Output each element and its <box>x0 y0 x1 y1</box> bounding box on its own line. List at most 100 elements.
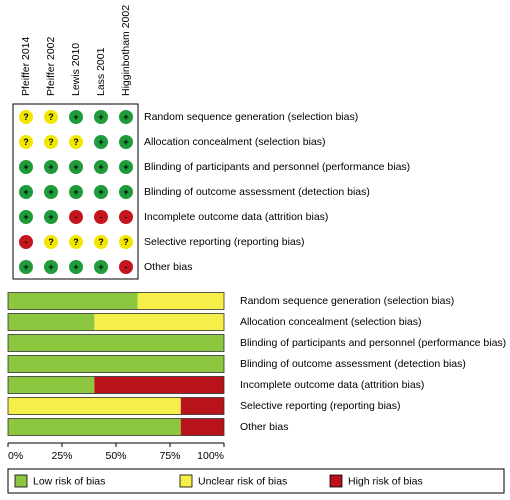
bar-outline <box>7 313 225 331</box>
domain-label: Allocation concealment (selection bias) <box>144 136 326 148</box>
bar-segment <box>94 313 225 331</box>
judgment-marker <box>94 260 108 274</box>
category-label: Selective reporting (reporting bias) <box>240 400 401 412</box>
bar-segment <box>8 376 95 394</box>
domain-label: Blinding of outcome assessment (detectio… <box>144 186 370 198</box>
category-label: Allocation concealment (selection bias) <box>240 316 422 328</box>
category-label: Other bias <box>240 421 288 433</box>
bar-outline <box>7 334 225 352</box>
bar-segment <box>8 418 181 436</box>
judgment-marker <box>119 135 133 149</box>
judgment-marker <box>19 260 33 274</box>
category-label: Incomplete outcome data (attrition bias) <box>240 379 424 391</box>
study-label: Pfeiffer 2002 <box>45 36 57 96</box>
domain-label: Incomplete outcome data (attrition bias) <box>144 211 328 223</box>
judgment-symbol: + <box>48 212 53 222</box>
legend-swatch <box>179 474 193 488</box>
judgment-marker <box>94 135 108 149</box>
judgment-symbol: + <box>23 212 28 222</box>
domain-label: Blinding of participants and personnel (… <box>144 161 410 173</box>
bar-segment <box>137 292 224 310</box>
domain-label: Selective reporting (reporting bias) <box>144 236 305 248</box>
judgment-symbol: + <box>23 162 28 172</box>
grid-border <box>12 103 139 280</box>
judgment-marker <box>19 135 33 149</box>
judgment-symbol: ? <box>48 237 54 247</box>
bar-segment <box>8 334 224 352</box>
x-tick-label: 75% <box>159 450 180 462</box>
judgment-symbol: - <box>125 212 128 222</box>
judgment-marker <box>44 160 58 174</box>
x-tick-label: 25% <box>51 450 72 462</box>
judgment-symbol: - <box>125 262 128 272</box>
judgment-symbol: ? <box>73 237 79 247</box>
judgment-symbol: ? <box>123 237 129 247</box>
legend-border <box>7 468 505 494</box>
judgment-marker <box>69 110 83 124</box>
bar-outline <box>7 355 225 373</box>
study-label: Pfeiffer 2014 <box>20 36 32 96</box>
bar-segment <box>180 397 224 415</box>
judgment-marker <box>19 235 33 249</box>
judgment-symbol: + <box>48 187 53 197</box>
judgment-marker <box>69 235 83 249</box>
judgment-marker <box>94 110 108 124</box>
bar-outline <box>7 397 225 415</box>
judgment-symbol: ? <box>23 137 29 147</box>
judgment-marker <box>119 110 133 124</box>
judgment-symbol: + <box>98 187 103 197</box>
judgment-symbol: + <box>73 187 78 197</box>
judgment-marker <box>44 235 58 249</box>
study-label: Higginbotham 2002 <box>120 5 132 96</box>
bar-segment <box>180 418 224 436</box>
judgment-symbol: + <box>23 262 28 272</box>
bar-segment <box>8 355 224 373</box>
bar-outline <box>7 376 225 394</box>
judgment-symbol: + <box>123 162 128 172</box>
judgment-marker <box>119 185 133 199</box>
category-label: Blinding of outcome assessment (detectio… <box>240 358 466 370</box>
judgment-marker <box>69 260 83 274</box>
legend-swatch <box>14 474 28 488</box>
judgment-marker <box>119 260 133 274</box>
legend-label: High risk of bias <box>348 475 423 487</box>
x-tick-label: 100% <box>197 450 224 462</box>
judgment-symbol: ? <box>48 137 54 147</box>
judgment-symbol: ? <box>73 137 79 147</box>
judgment-symbol: ? <box>48 112 54 122</box>
judgment-symbol: + <box>123 187 128 197</box>
x-tick-label: 50% <box>105 450 126 462</box>
judgment-marker <box>94 210 108 224</box>
bar-segment <box>8 397 181 415</box>
judgment-marker <box>19 110 33 124</box>
judgment-symbol: + <box>98 162 103 172</box>
judgment-marker <box>69 135 83 149</box>
legend-swatch <box>329 474 343 488</box>
judgment-symbol: + <box>73 162 78 172</box>
bar-segment <box>8 292 138 310</box>
judgment-symbol: - <box>75 212 78 222</box>
judgment-marker <box>19 210 33 224</box>
judgment-marker <box>69 160 83 174</box>
judgment-marker <box>94 185 108 199</box>
judgment-marker <box>44 210 58 224</box>
judgment-symbol: + <box>73 262 78 272</box>
judgment-marker <box>44 110 58 124</box>
category-label: Blinding of participants and personnel (… <box>240 337 506 349</box>
x-tick-label: 0% <box>8 450 23 462</box>
judgment-marker <box>44 185 58 199</box>
judgment-symbol: + <box>98 262 103 272</box>
bar-outline <box>7 418 225 436</box>
legend-label: Unclear risk of bias <box>198 475 287 487</box>
study-label: Lass 2001 <box>95 47 107 96</box>
judgment-symbol: ? <box>23 112 29 122</box>
bar-outline <box>7 292 225 310</box>
category-label: Random sequence generation (selection bi… <box>240 295 454 307</box>
judgment-symbol: - <box>100 212 103 222</box>
judgment-marker <box>119 210 133 224</box>
judgment-symbol: + <box>48 162 53 172</box>
domain-label: Random sequence generation (selection bi… <box>144 111 358 123</box>
judgment-symbol: + <box>123 112 128 122</box>
judgment-marker <box>44 260 58 274</box>
